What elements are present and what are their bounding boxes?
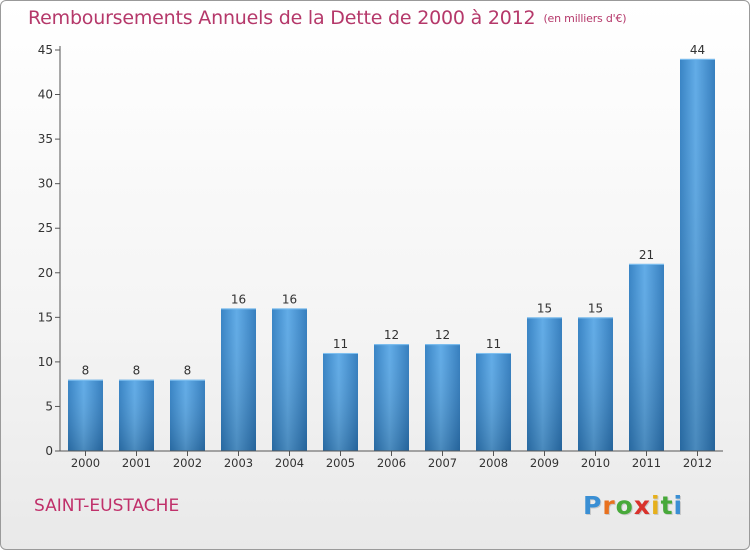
y-tick-label: 5: [45, 399, 53, 413]
commune-name: SAINT-EUSTACHE: [34, 496, 180, 516]
bar-shade: [578, 317, 613, 451]
logo-letter: i: [651, 491, 661, 520]
data-label: 15: [588, 301, 603, 315]
data-label: 12: [435, 328, 450, 342]
x-tick-label: 2002: [173, 456, 202, 470]
y-tick-label: 45: [38, 43, 53, 57]
y-tick-label: 15: [38, 310, 53, 324]
chart-title-text: Remboursements Annuels de la Dette de 20…: [28, 7, 536, 29]
data-label: 21: [639, 248, 654, 262]
data-label: 11: [333, 337, 348, 351]
unit-label: (en milliers d'€): [543, 12, 627, 25]
data-label: 12: [384, 328, 399, 342]
data-label: 8: [133, 364, 141, 378]
bar-shade: [170, 379, 205, 451]
chart-title: Remboursements Annuels de la Dette de 20…: [28, 7, 627, 29]
logo-letter: x: [633, 491, 651, 520]
y-tick-label: 40: [38, 88, 53, 102]
bar-shade: [629, 263, 664, 451]
x-tick-label: 2011: [632, 456, 661, 470]
data-label: 8: [82, 364, 90, 378]
bar-shade: [323, 352, 358, 451]
bar-shade: [527, 317, 562, 451]
bar-shade: [476, 352, 511, 451]
x-tick-label: 2001: [122, 456, 151, 470]
x-tick-label: 2007: [428, 456, 457, 470]
x-tick-label: 2008: [479, 456, 508, 470]
bar-shade: [680, 58, 715, 452]
logo-letter: t: [660, 491, 674, 520]
logo-letter: r: [602, 491, 616, 520]
data-label: 44: [690, 43, 705, 57]
y-tick-label: 20: [38, 266, 53, 280]
y-tick-label: 35: [38, 132, 53, 146]
x-tick-label: 2005: [326, 456, 355, 470]
x-tick-label: 2003: [224, 456, 253, 470]
x-tick-label: 2004: [275, 456, 304, 470]
bar-shade: [119, 379, 154, 451]
logo-letter: o: [615, 491, 634, 520]
y-tick-label: 10: [38, 355, 53, 369]
y-tick-label: 0: [45, 444, 53, 458]
y-tick-label: 30: [38, 177, 53, 191]
y-tick-label: 25: [38, 221, 53, 235]
data-label: 16: [231, 292, 246, 306]
x-tick-label: 2009: [530, 456, 559, 470]
data-label: 16: [282, 292, 297, 306]
bar-shade: [374, 344, 409, 451]
logo-letter: P: [583, 491, 603, 520]
bar-shade: [221, 308, 256, 451]
bar-shade: [272, 308, 307, 451]
data-label: 8: [184, 364, 192, 378]
bar-shade: [425, 344, 460, 451]
x-tick-label: 2000: [71, 456, 100, 470]
x-tick-label: 2010: [581, 456, 610, 470]
data-label: 15: [537, 301, 552, 315]
x-tick-label: 2012: [683, 456, 712, 470]
proxiti-logo: Proxiti: [583, 491, 683, 520]
data-label: 11: [486, 337, 501, 351]
bar-shade: [68, 379, 103, 451]
logo-letter: i: [673, 491, 684, 520]
x-tick-label: 2006: [377, 456, 406, 470]
